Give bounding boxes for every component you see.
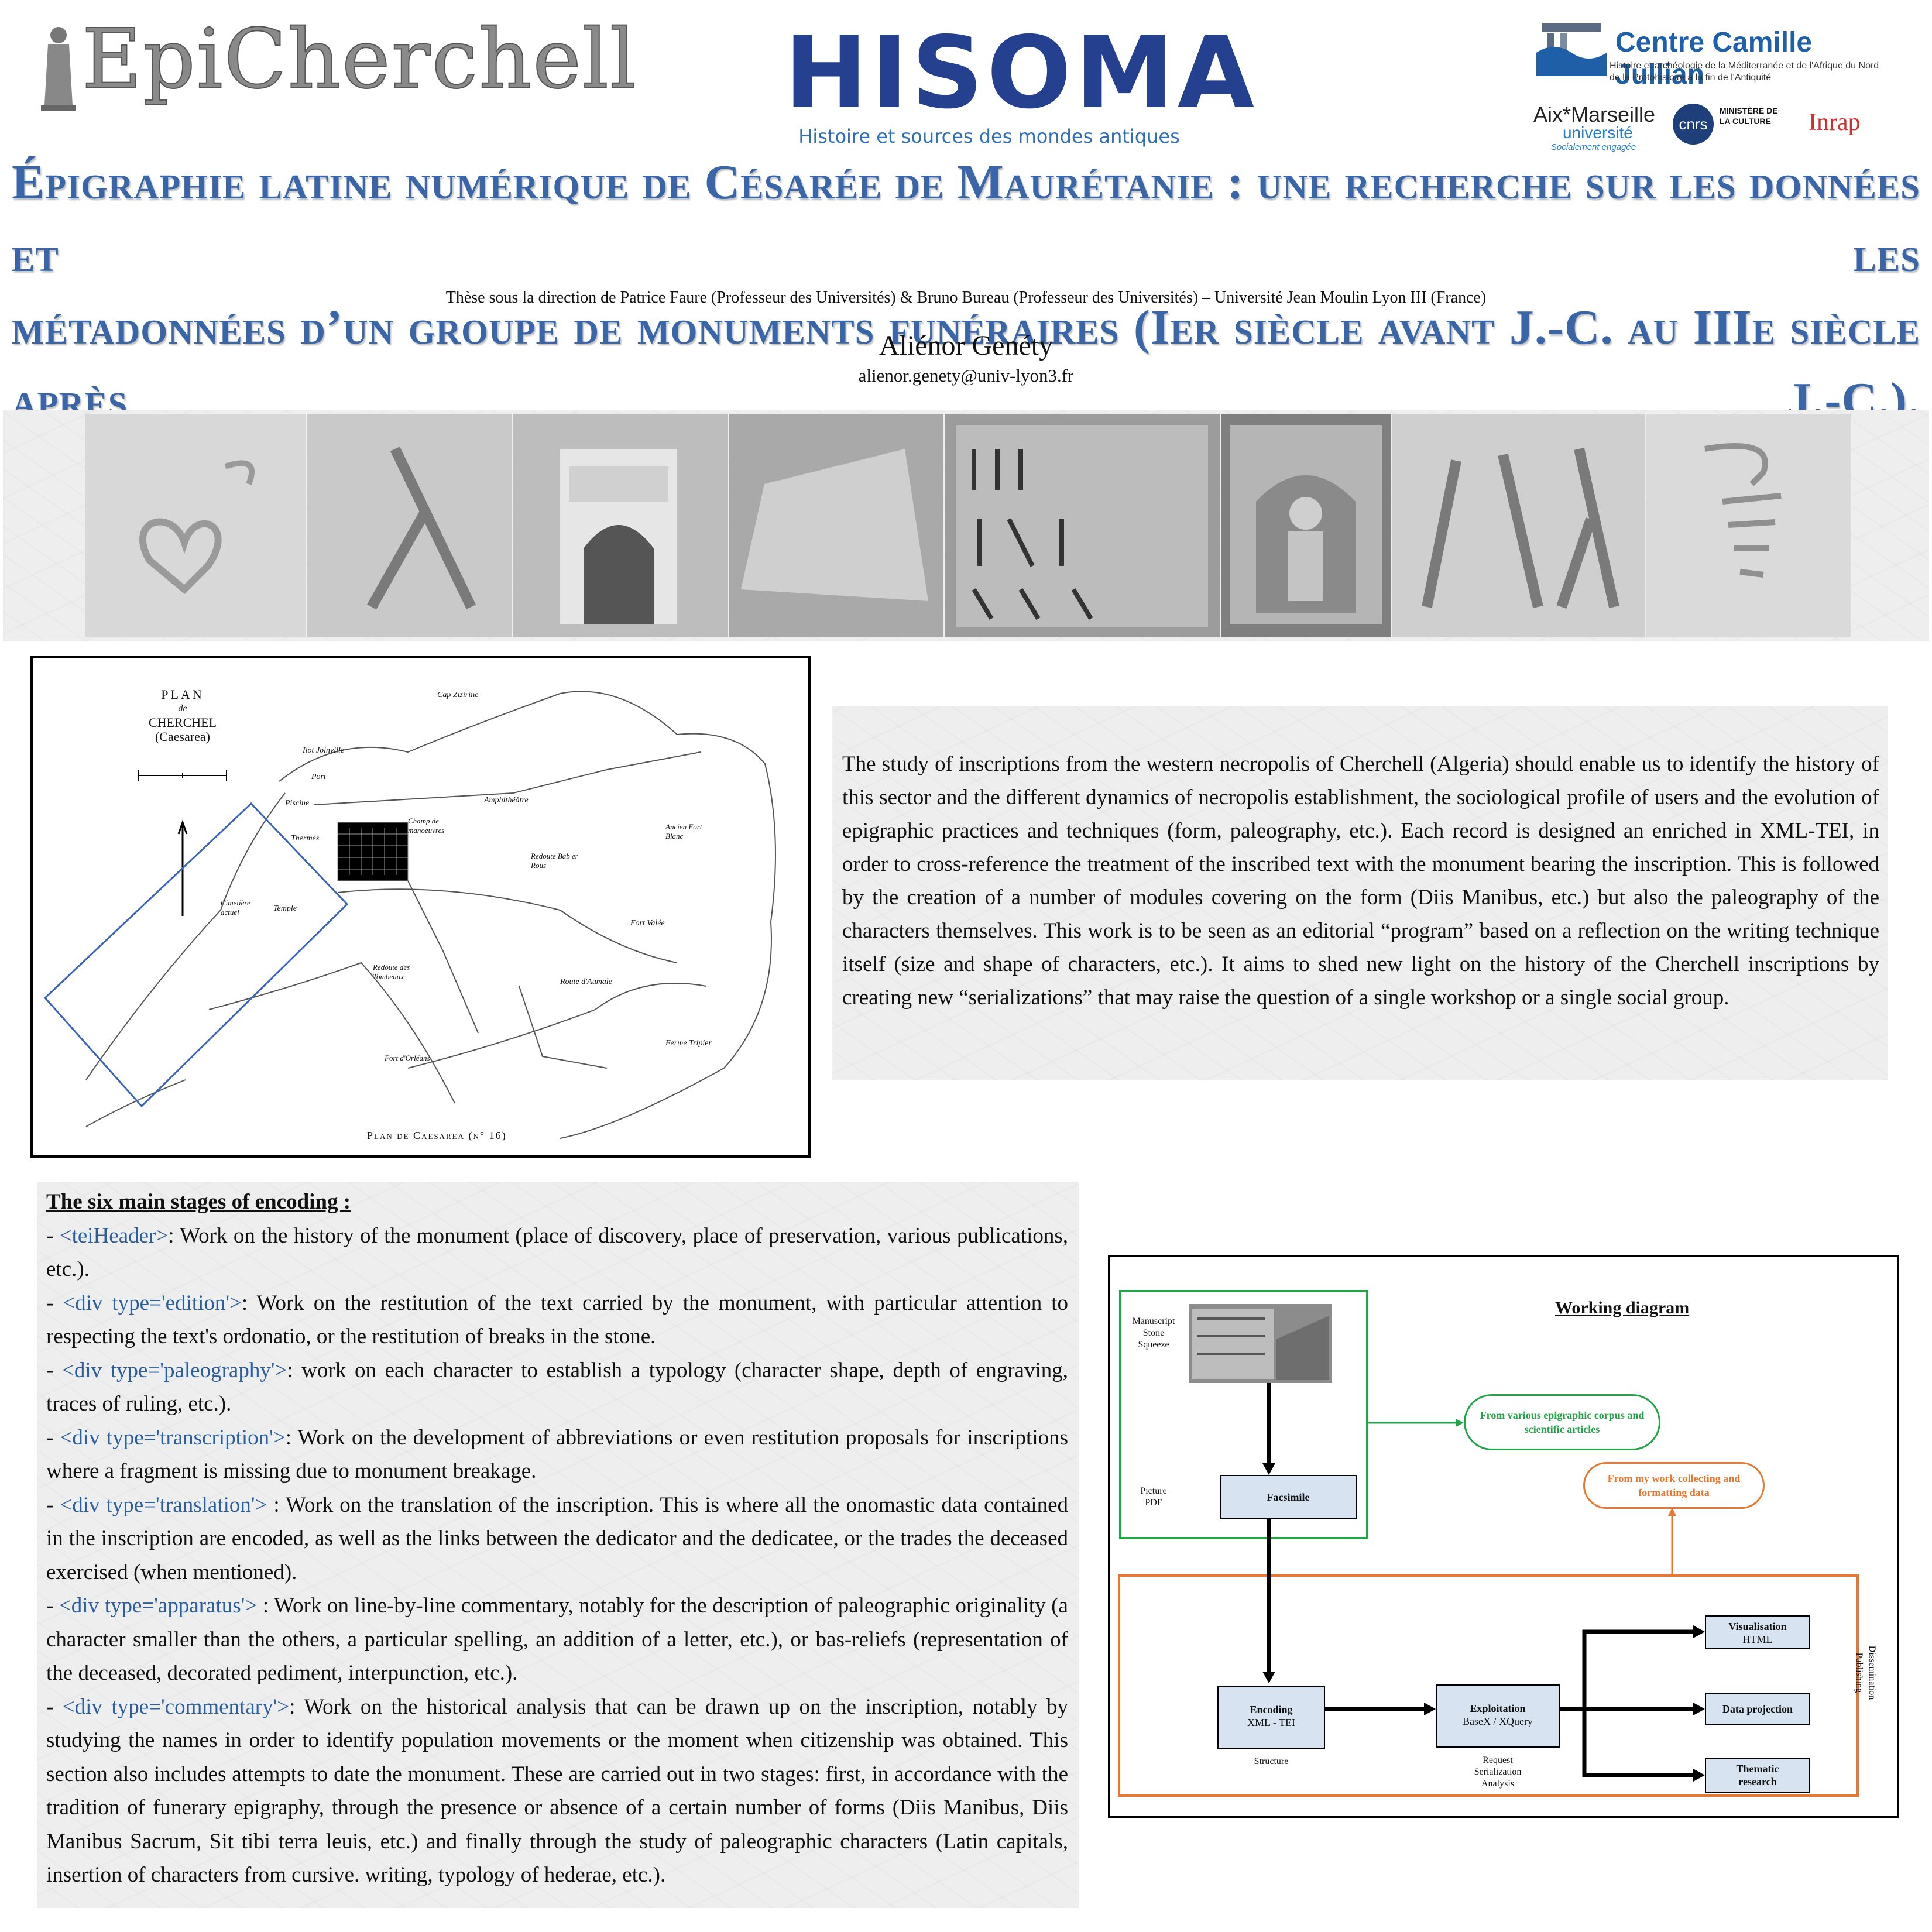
- exploitation-notes: Request Serialization Analysis: [1474, 1755, 1522, 1789]
- encoding-item: - <div type='paleography'>: work on each…: [46, 1358, 1068, 1416]
- encoding-item-text: : Work on the historical analysis that c…: [46, 1694, 1069, 1888]
- map-label-temple: Temple: [273, 904, 297, 913]
- ccj-title: Centre Camille Jullian: [1615, 27, 1813, 90]
- map-label-fort-blanc: Ancien Fort Blanc: [665, 822, 702, 840]
- banner-photo-stele: [513, 414, 728, 637]
- encoding-heading: The six main stages of encoding :: [46, 1190, 351, 1214]
- map-label-route-aumale: Route d'Aumale: [560, 977, 612, 986]
- ccj-subtitle: Histoire et archéologie de la Méditerran…: [1610, 61, 1879, 83]
- abstract-text: The study of inscriptions from the weste…: [842, 752, 1879, 1010]
- plan-of-caesarea-map: PLAN de CHERCHEL (Caesarea) Cap Zizirine…: [30, 656, 811, 1158]
- banner-photo-relief: [1221, 414, 1391, 637]
- working-diagram: Working diagram Manuscript Stone Squeeze…: [1108, 1255, 1899, 1818]
- visualisation-box: Visualisation HTML: [1705, 1615, 1810, 1649]
- thematic-research-box: Thematic research: [1705, 1758, 1810, 1793]
- encoding-item-text: : work on each character to establish a …: [46, 1358, 1068, 1416]
- map-label-port: Port: [311, 773, 326, 781]
- encoding-item: - <teiHeader>: Work on the history of th…: [46, 1223, 1068, 1282]
- encoding-item-text: : Work on line-by-line commentary, notab…: [46, 1594, 1068, 1685]
- dissemination-label: Dissemination Publishing: [1854, 1645, 1877, 1700]
- map-label-thermes: Thermes: [291, 834, 320, 843]
- facsimile-box: Facsimile: [1220, 1475, 1357, 1519]
- exploitation-box: Exploitation BaseX / XQuery: [1436, 1684, 1560, 1748]
- green-bubble: From various epigraphic corpus and scien…: [1464, 1394, 1660, 1450]
- map-label-fort-valee: Fort Valée: [630, 919, 665, 928]
- map-caption: Plan de Caesarea (n° 16): [367, 1130, 507, 1141]
- map-label-fort-orleans: Fort d'Orléans: [385, 1053, 430, 1062]
- encoding-item: - <div type='commentary'>: Work on the h…: [46, 1694, 1069, 1888]
- map-label-cimetiere: Cimetière actuel: [221, 898, 250, 917]
- map-label-cap-zizirine: Cap Zizirine: [437, 691, 479, 699]
- map-drawing: [43, 691, 776, 1139]
- partner-logos: Centre Camille Jullian Histoire et arché…: [1533, 15, 1885, 152]
- squeeze-photo: [1189, 1304, 1332, 1383]
- banner-photo-heart: [85, 414, 306, 637]
- encoding-item-tag: <div type='translation'>: [60, 1492, 267, 1517]
- map-label-piscine: Piscine: [285, 799, 310, 808]
- banner-photo-fragment: [729, 414, 943, 637]
- encoding-item: - <div type='translation'> : Work on the…: [46, 1492, 1068, 1584]
- inscription-banner: [3, 410, 1929, 641]
- encoding-item-tag: <div type='apparatus'>: [59, 1594, 258, 1618]
- hisoma-subtitle: Histoire et sources des mondes antiques: [798, 125, 1180, 147]
- encoding-item-text: : Work on the development of abbreviatio…: [46, 1425, 1068, 1484]
- encoding-item-text: : Work on the restitution of the text ca…: [46, 1291, 1068, 1349]
- encoding-item-tag: <div type='transcription'>: [60, 1425, 286, 1450]
- banner-photo-hedera: [1646, 414, 1851, 637]
- abstract-panel: The study of inscriptions from the weste…: [832, 706, 1888, 1080]
- ministere-logo: MINISTÈRE DE LA CULTURE: [1720, 106, 1778, 126]
- banner-photo-lambda: [307, 414, 512, 637]
- map-label-redoute-bab: Redoute Bab er Rous: [531, 852, 578, 870]
- hisoma-wordmark: HISOMA: [784, 15, 1258, 131]
- title-line-1: Épigraphie latine numérique de Césarée d…: [12, 155, 1920, 282]
- encoding-item-tag: <div type='edition'>: [63, 1291, 242, 1315]
- statue-icon: [41, 27, 76, 111]
- picture-label: Picture PDF: [1140, 1486, 1167, 1508]
- encoding-stages-panel: The six main stages of encoding : - <tei…: [37, 1182, 1079, 1908]
- map-label-redoute-tombeaux: Redoute des Tombeaux: [373, 963, 410, 981]
- encoding-item-tag: <div type='paleography'>: [61, 1358, 287, 1382]
- banner-photo-lettering: [945, 414, 1220, 637]
- encoding-item: - <div type='apparatus'> : Work on line-…: [46, 1594, 1068, 1685]
- encoding-item-text: : Work on the translation of the inscrip…: [46, 1492, 1068, 1584]
- author-email[interactable]: alienor.genety@univ-lyon3.fr: [858, 365, 1074, 386]
- map-label-ilot-joinville: Ilot Joinville: [303, 746, 345, 755]
- inrap-logo: Inrap: [1809, 109, 1861, 136]
- encoding-item-text: : Work on the history of the monument (p…: [46, 1223, 1068, 1282]
- temple-icon: [1536, 23, 1607, 76]
- cnrs-logo: cnrs: [1673, 104, 1714, 145]
- orange-bubble: From my work collecting and formatting d…: [1583, 1462, 1765, 1509]
- page-title: Épigraphie latine numérique de Césarée d…: [12, 146, 1920, 437]
- banner-photo-double-lambda: [1392, 414, 1645, 637]
- epicherchell-wordmark: EpiCherchell: [81, 11, 637, 108]
- data-projection-box: Data projection: [1705, 1693, 1810, 1725]
- diagram-connectors: [1118, 1290, 1859, 1797]
- map-label-ferme-tripier: Ferme Tripier: [665, 1039, 712, 1048]
- diagram-title: Working diagram: [1555, 1298, 1690, 1317]
- encoding-item-tag: <div type='commentary'>: [62, 1694, 290, 1719]
- map-title: PLAN de CHERCHEL (Caesarea): [148, 687, 217, 744]
- encoding-box: Encoding XML - TEI: [1217, 1686, 1325, 1749]
- amu-logo: Aix*Marseille université Socialement eng…: [1533, 102, 1656, 152]
- hisoma-logo: HISOMA Histoire et sources des mondes an…: [784, 15, 1258, 147]
- encoding-item-tag: <teiHeader>: [59, 1223, 169, 1248]
- epicherchell-logo: EpiCherchell: [35, 11, 637, 114]
- source-label: Manuscript Stone Squeeze: [1132, 1316, 1175, 1350]
- encoding-item: - <div type='edition'>: Work on the rest…: [46, 1291, 1068, 1349]
- structure-label: Structure: [1254, 1756, 1289, 1766]
- map-label-amphitheatre: Amphithéâtre: [484, 796, 529, 805]
- encoding-item: - <div type='transcription'>: Work on th…: [46, 1425, 1068, 1484]
- map-label-champ: Champ de manoeuvres: [408, 816, 445, 835]
- thesis-supervision: Thèse sous la direction de Patrice Faure…: [445, 289, 1487, 307]
- author-name: Aliénor Genéty: [879, 330, 1053, 361]
